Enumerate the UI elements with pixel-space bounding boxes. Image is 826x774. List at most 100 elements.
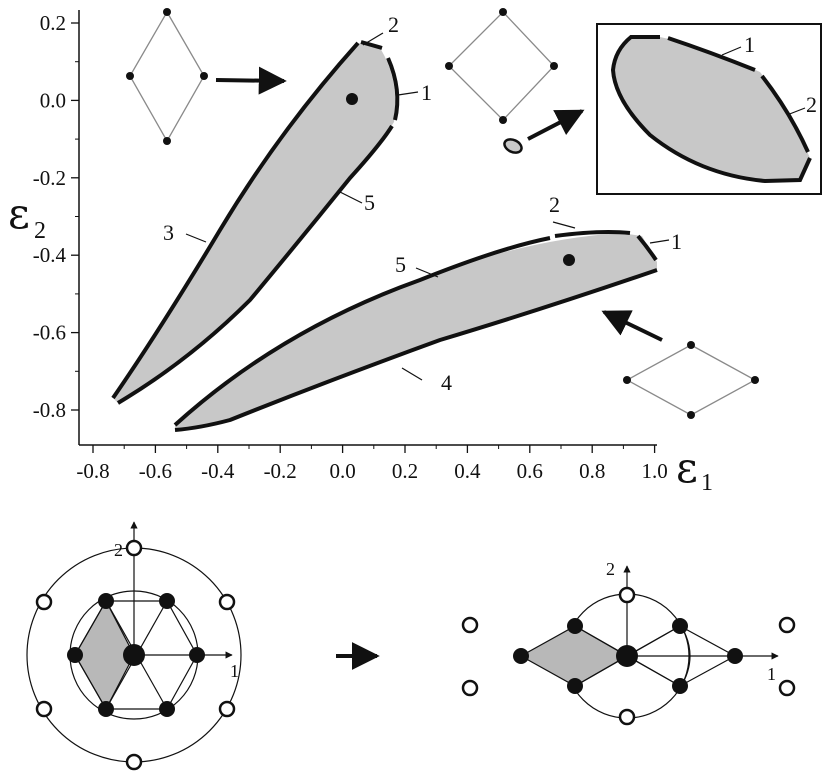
y-tick-labels: 0.2 0.0 -0.2 -0.4 -0.6 -0.8 (33, 11, 67, 422)
inset-boundary-2 (760, 74, 810, 153)
x-tick-label: 0.0 (329, 459, 355, 483)
rhombus-right-node (623, 376, 631, 384)
x-tick-marks (92, 445, 656, 453)
label-1-lower: 1 (671, 229, 682, 254)
lattice-left-open-node (35, 593, 53, 611)
rhombus-left-node (126, 72, 134, 80)
y-tick-marks (71, 22, 79, 411)
lattice-left-open-node (35, 700, 53, 718)
boundary-3-upper (111, 41, 360, 400)
lattice-left: 2 1 (26, 521, 242, 771)
lattice-right-open-node (461, 616, 479, 634)
square-outline (448, 11, 555, 121)
boundary-5-upper (116, 124, 394, 405)
x-tick-label: 0.4 (454, 459, 481, 483)
inset-boundary-lower (610, 35, 812, 184)
point-marker-lower (563, 254, 575, 266)
arrow-left-rhombus (215, 66, 287, 95)
label-2-lower: 2 (549, 192, 560, 217)
rhombus-right-node (687, 341, 695, 349)
point-marker-upper (346, 93, 358, 105)
lattice-right-open-node (461, 679, 479, 697)
small-region-ellipse (503, 138, 523, 154)
label-leader-2-upper (362, 32, 384, 46)
x-tick-label: -0.4 (201, 459, 235, 483)
x-tick-label: 0.2 (392, 459, 418, 483)
rhombus-right-node (687, 411, 695, 419)
lattice-right-node (567, 618, 583, 634)
lattice-right-node (672, 678, 688, 694)
x-axis-subscript: 1 (701, 470, 713, 496)
region-upper-fill (113, 43, 396, 403)
boundary-5-lower (173, 236, 551, 427)
x-axis-symbol: ε (676, 443, 698, 492)
label-leader-5-lower (415, 267, 439, 278)
y-tick-label: 0.2 (40, 11, 66, 35)
label-leader-1-upper (397, 91, 419, 96)
x-tick-label: 0.8 (579, 459, 605, 483)
arrow-to-inset (527, 109, 585, 141)
rhombus-right-outline (625, 344, 757, 416)
lattice-right-center-node (616, 645, 638, 667)
stability-region-lower: 2 1 5 4 (173, 192, 682, 432)
rhombus-left-node (163, 8, 171, 16)
boundary-2-upper (360, 40, 383, 50)
x-tick-label: 1.0 (641, 459, 667, 483)
label-4-lower: 4 (441, 370, 452, 395)
label-leader-5-upper (339, 191, 363, 204)
lattice-left-center-node (123, 644, 145, 666)
y-tick-label: -0.8 (33, 398, 66, 422)
lattice-left-node (189, 647, 205, 663)
lattice-left-axis-label-1: 1 (230, 661, 239, 681)
arrow-right-rhombus (601, 310, 663, 342)
rhombus-left-outline (129, 10, 205, 143)
square-node (445, 62, 453, 70)
square-node (550, 62, 558, 70)
label-3-upper: 3 (163, 220, 174, 245)
lattice-left-node (67, 647, 83, 663)
label-2-upper: 2 (388, 12, 399, 37)
label-5-upper: 5 (364, 190, 375, 215)
lattice-right-node (727, 648, 743, 664)
y-tick-label: -0.2 (33, 166, 66, 190)
rhombus-left-node (163, 137, 171, 145)
lattice-left-axis-label-2: 2 (114, 540, 123, 560)
label-leader-1-lower (649, 239, 670, 244)
lattice-right-open-node (778, 679, 796, 697)
y-tick-label: -0.6 (33, 321, 66, 345)
lattice-right-node (567, 678, 583, 694)
inset-box: 1 2 (596, 23, 822, 195)
square-node (499, 8, 507, 16)
x-tick-label: -0.2 (264, 459, 297, 483)
lattice-left-open-node (218, 593, 236, 611)
boundary-4-lower (174, 268, 658, 432)
y-axis-symbol: ε (8, 189, 30, 238)
square-diagram-top (445, 8, 558, 124)
label-leader-2-lower (552, 221, 576, 229)
inset-leader-2 (786, 107, 806, 116)
stability-region-upper: 2 1 5 3 (111, 12, 432, 405)
rhombus-diagram-right (623, 341, 759, 419)
lattice-left-open-node (125, 753, 143, 771)
lattice-right-open-node (618, 708, 636, 726)
label-leader-3-upper (185, 233, 207, 243)
inset-boundary-1 (667, 36, 756, 72)
square-node (499, 116, 507, 124)
lattice-left-node (98, 593, 114, 609)
lattice-right: 2 1 (461, 559, 796, 726)
lattice-left-node (159, 701, 175, 717)
lattice-left-node (159, 593, 175, 609)
region-lower-fill (175, 233, 657, 430)
boundary-1-upper (386, 57, 400, 121)
lattice-right-open-node (618, 586, 636, 604)
inset-region-fill (613, 37, 810, 181)
y-axis-subscript: 2 (34, 218, 46, 244)
label-leader-4-lower (401, 367, 423, 381)
rhombus-left-node (200, 72, 208, 80)
lattice-right-node (672, 618, 688, 634)
inset-leader-1 (721, 46, 742, 56)
x-tick-label: -0.6 (139, 459, 172, 483)
x-tick-label: 0.6 (517, 459, 543, 483)
lattice-right-node (513, 648, 529, 664)
rhombus-right-node (751, 376, 759, 384)
